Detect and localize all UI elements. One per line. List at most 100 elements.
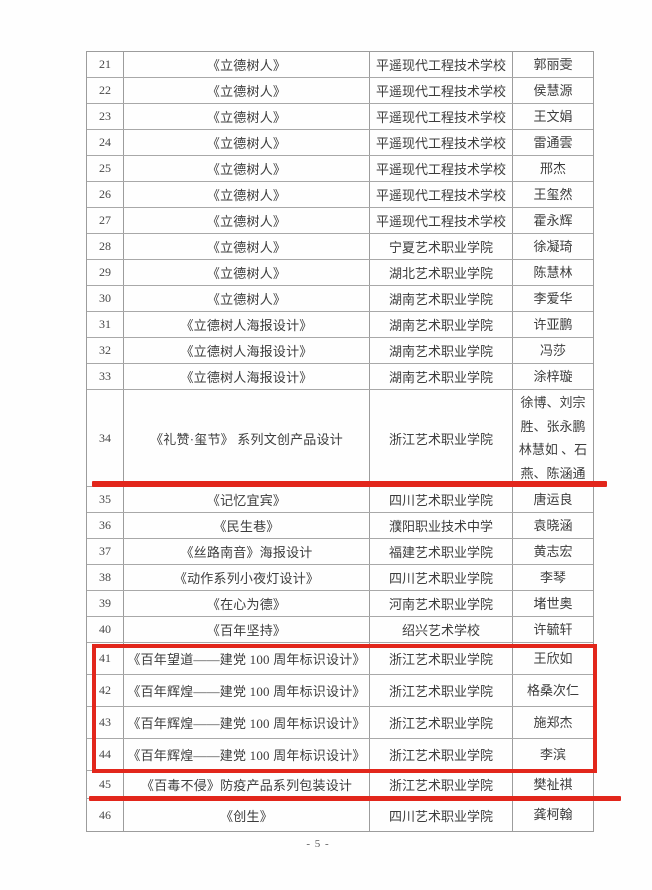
work-title-cell: 《立德树人》 bbox=[124, 182, 370, 207]
work-title-cell: 《立德树人》 bbox=[124, 260, 370, 285]
work-title-cell: 《在心为德》 bbox=[124, 591, 370, 616]
row-number-cell: 37 bbox=[87, 539, 124, 564]
school-cell: 平遥现代工程技术学校 bbox=[370, 130, 513, 155]
work-title-cell: 《立德树人》 bbox=[124, 286, 370, 311]
red-highlight-box-rows-41-44 bbox=[92, 644, 597, 773]
row-number-cell: 22 bbox=[87, 78, 124, 103]
work-title-cell: 《百年望道——建党 100 周年标识设计》 bbox=[124, 643, 370, 674]
school-cell: 湖南艺术职业学院 bbox=[370, 338, 513, 363]
school-cell: 浙江艺术职业学院 bbox=[370, 707, 513, 738]
work-title-cell: 《立德树人》 bbox=[124, 208, 370, 233]
work-title-cell: 《立德树人》 bbox=[124, 52, 370, 77]
school-cell: 浙江艺术职业学院 bbox=[370, 771, 513, 798]
row-number-cell: 27 bbox=[87, 208, 124, 233]
table-row: 32 《立德树人海报设计》 湖南艺术职业学院 冯莎 bbox=[87, 338, 593, 364]
work-title-cell: 《礼赞·玺节》 系列文创产品设计 bbox=[124, 390, 370, 486]
work-title-cell: 《丝路南音》海报设计 bbox=[124, 539, 370, 564]
school-cell: 平遥现代工程技术学校 bbox=[370, 182, 513, 207]
row-number-cell: 32 bbox=[87, 338, 124, 363]
row-number-cell: 30 bbox=[87, 286, 124, 311]
row-number-cell: 33 bbox=[87, 364, 124, 389]
work-title-cell: 《立德树人》 bbox=[124, 104, 370, 129]
row-number-cell: 26 bbox=[87, 182, 124, 207]
author-cell: 徐博、刘宗 胜、张永鹏 林慧如 、石 燕、陈涵通 bbox=[513, 390, 593, 486]
awards-table: 21 《立德树人》 平遥现代工程技术学校 郭丽雯 22 《立德树人》 平遥现代工程技术学校侯… bbox=[86, 51, 594, 832]
author-cell: 堵世奥 bbox=[533, 595, 573, 611]
school-cell: 平遥现代工程技术学校 bbox=[370, 78, 513, 103]
author-cell: 徐凝琦 bbox=[533, 238, 573, 254]
table-row: 35 《记忆宜宾》 四川艺术职业学院 唐运良 bbox=[87, 487, 593, 513]
table-row: 33 《立德树人海报设计》 湖南艺术职业学院 涂梓璇 bbox=[87, 364, 593, 390]
table-row: 42 《百年辉煌——建党 100 周年标识设计》 浙江艺术职业学院 格桑次仁 bbox=[87, 675, 593, 707]
work-title-cell: 《百年辉煌——建党 100 周年标识设计》 bbox=[124, 707, 370, 738]
table-row: 25 《立德树人》 平遥现代工程技术学校 邢杰 bbox=[87, 156, 593, 182]
row-number-cell: 45 bbox=[87, 771, 124, 798]
author-cell: 黄志宏 bbox=[533, 543, 573, 559]
red-underline-row45 bbox=[89, 796, 621, 801]
row-number-cell: 35 bbox=[87, 487, 124, 512]
row-number-cell: 36 bbox=[87, 513, 124, 538]
row-number-cell: 23 bbox=[87, 104, 124, 129]
author-cell: 侯慧源 bbox=[533, 82, 573, 98]
author-cell: 格桑次仁 bbox=[526, 682, 579, 698]
work-title-cell: 《百毒不侵》防疫产品系列包装设计 bbox=[124, 771, 370, 798]
table-row: 41 《百年望道——建党 100 周年标识设计》 浙江艺术职业学院 王欣如 bbox=[87, 643, 593, 675]
school-cell: 湖北艺术职业学院 bbox=[370, 260, 513, 285]
row-number-cell: 31 bbox=[87, 312, 124, 337]
work-title-cell: 《立德树人》 bbox=[124, 156, 370, 181]
school-cell: 濮阳职业技术中学 bbox=[370, 513, 513, 538]
table-row: 37 《丝路南音》海报设计 福建艺术职业学院 黄志宏 bbox=[87, 539, 593, 565]
table-row: 34 《礼赞·玺节》 系列文创产品设计 浙江艺术职业学院 徐博、刘宗 胜、张永鹏 林慧… bbox=[87, 390, 593, 487]
school-cell: 浙江艺术职业学院 bbox=[370, 675, 513, 706]
table-row: 30 《立德树人》 湖南艺术职业学院 李爱华 bbox=[87, 286, 593, 312]
red-underline-row34 bbox=[92, 481, 607, 487]
school-cell: 平遥现代工程技术学校 bbox=[370, 52, 513, 77]
author-cell: 唐运良 bbox=[533, 491, 573, 507]
table-row: 38 《动作系列小夜灯设计》 四川艺术职业学院 李琴 bbox=[87, 565, 593, 591]
author-cell: 雷通雲 bbox=[533, 134, 573, 150]
school-cell: 湖南艺术职业学院 bbox=[370, 312, 513, 337]
author-cell: 龚柯翰 bbox=[533, 807, 573, 822]
school-cell: 浙江艺术职业学院 bbox=[370, 390, 513, 486]
work-title-cell: 《立德树人海报设计》 bbox=[124, 312, 370, 337]
table-row: 22 《立德树人》 平遥现代工程技术学校 侯慧源 bbox=[87, 78, 593, 104]
work-title-cell: 《动作系列小夜灯设计》 bbox=[124, 565, 370, 590]
table-row: 39 《在心为德》 河南艺术职业学院 堵世奥 bbox=[87, 591, 593, 617]
author-cell: 樊祉祺 bbox=[533, 776, 573, 792]
author-cell: 李琴 bbox=[539, 569, 566, 585]
row-number-cell: 42 bbox=[87, 675, 124, 706]
row-number-cell: 46 bbox=[87, 799, 124, 831]
school-cell: 平遥现代工程技术学校 bbox=[370, 156, 513, 181]
table-row: 24 《立德树人》 平遥现代工程技术学校 雷通雲 bbox=[87, 130, 593, 156]
table-row: 31 《立德树人海报设计》 湖南艺术职业学院 许亚鹏 bbox=[87, 312, 593, 338]
table-row: 28 《立德树人》 宁夏艺术职业学院 徐凝琦 bbox=[87, 234, 593, 260]
work-title-cell: 《民生巷》 bbox=[124, 513, 370, 538]
author-cell: 邢杰 bbox=[539, 160, 566, 176]
author-names-multiline: 徐博、刘宗 胜、张永鹏 林慧如 、石 燕、陈涵通 bbox=[518, 395, 588, 481]
table-row: 46 《创生》 四川艺术职业学院 龚柯翰 bbox=[87, 799, 593, 831]
author-cell: 李爱华 bbox=[533, 290, 573, 306]
school-cell: 四川艺术职业学院 bbox=[370, 799, 513, 831]
table-row: 45 《百毒不侵》防疫产品系列包装设计 浙江艺术职业学院 樊祉祺 bbox=[87, 771, 593, 799]
school-cell: 四川艺术职业学院 bbox=[370, 565, 513, 590]
work-title-cell: 《记忆宜宾》 bbox=[124, 487, 370, 512]
row-number-cell: 38 bbox=[87, 565, 124, 590]
work-title-cell: 《立德树人》 bbox=[124, 78, 370, 103]
author-cell: 王文娟 bbox=[533, 108, 573, 124]
work-title-cell: 《百年辉煌——建党 100 周年标识设计》 bbox=[124, 675, 370, 706]
row-number-cell: 25 bbox=[87, 156, 124, 181]
author-cell: 涂梓璇 bbox=[533, 368, 573, 384]
author-cell: 袁晓涵 bbox=[533, 517, 573, 533]
author-cell: 许毓轩 bbox=[533, 621, 573, 637]
school-cell: 平遥现代工程技术学校 bbox=[370, 104, 513, 129]
table-row: 43 《百年辉煌——建党 100 周年标识设计》 浙江艺术职业学院 施郑杰 bbox=[87, 707, 593, 739]
work-title-cell: 《立德树人海报设计》 bbox=[124, 364, 370, 389]
row-number-cell: 43 bbox=[87, 707, 124, 738]
work-title-cell: 《创生》 bbox=[124, 799, 370, 831]
table-row: 36 《民生巷》 濮阳职业技术中学 袁晓涵 bbox=[87, 513, 593, 539]
school-cell: 福建艺术职业学院 bbox=[370, 539, 513, 564]
work-title-cell: 《百年辉煌——建党 100 周年标识设计》 bbox=[124, 739, 370, 770]
school-cell: 平遥现代工程技术学校 bbox=[370, 208, 513, 233]
table-row: 26 《立德树人》 平遥现代工程技术学校 王玺然 bbox=[87, 182, 593, 208]
author-cell: 王玺然 bbox=[533, 186, 573, 202]
